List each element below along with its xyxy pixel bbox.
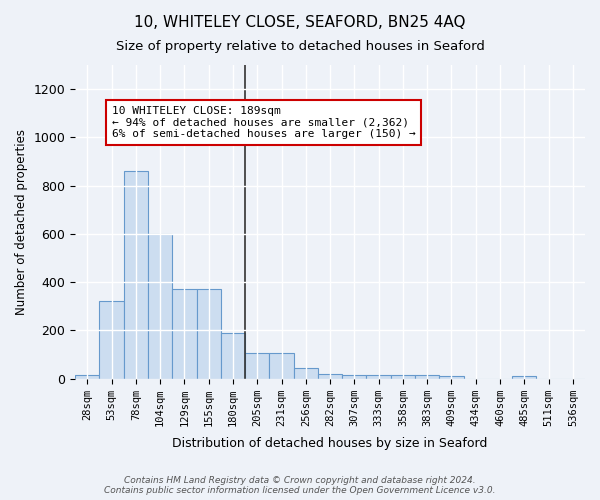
Text: 10, WHITELEY CLOSE, SEAFORD, BN25 4AQ: 10, WHITELEY CLOSE, SEAFORD, BN25 4AQ <box>134 15 466 30</box>
Bar <box>512 376 536 378</box>
Bar <box>415 375 439 378</box>
Bar <box>197 290 221 378</box>
Bar <box>367 375 391 378</box>
Bar <box>391 375 415 378</box>
Bar <box>100 302 124 378</box>
Bar <box>293 368 318 378</box>
Bar <box>269 354 293 378</box>
Text: Size of property relative to detached houses in Seaford: Size of property relative to detached ho… <box>116 40 484 53</box>
Bar <box>318 374 342 378</box>
Y-axis label: Number of detached properties: Number of detached properties <box>15 129 28 315</box>
Bar <box>342 375 367 378</box>
Bar <box>148 234 172 378</box>
Bar <box>172 290 197 378</box>
Bar <box>75 375 100 378</box>
Bar <box>245 354 269 378</box>
Bar <box>124 171 148 378</box>
Text: Contains HM Land Registry data © Crown copyright and database right 2024.
Contai: Contains HM Land Registry data © Crown c… <box>104 476 496 495</box>
Bar <box>439 376 464 378</box>
Bar <box>221 333 245 378</box>
X-axis label: Distribution of detached houses by size in Seaford: Distribution of detached houses by size … <box>172 437 488 450</box>
Text: 10 WHITELEY CLOSE: 189sqm
← 94% of detached houses are smaller (2,362)
6% of sem: 10 WHITELEY CLOSE: 189sqm ← 94% of detac… <box>112 106 415 139</box>
